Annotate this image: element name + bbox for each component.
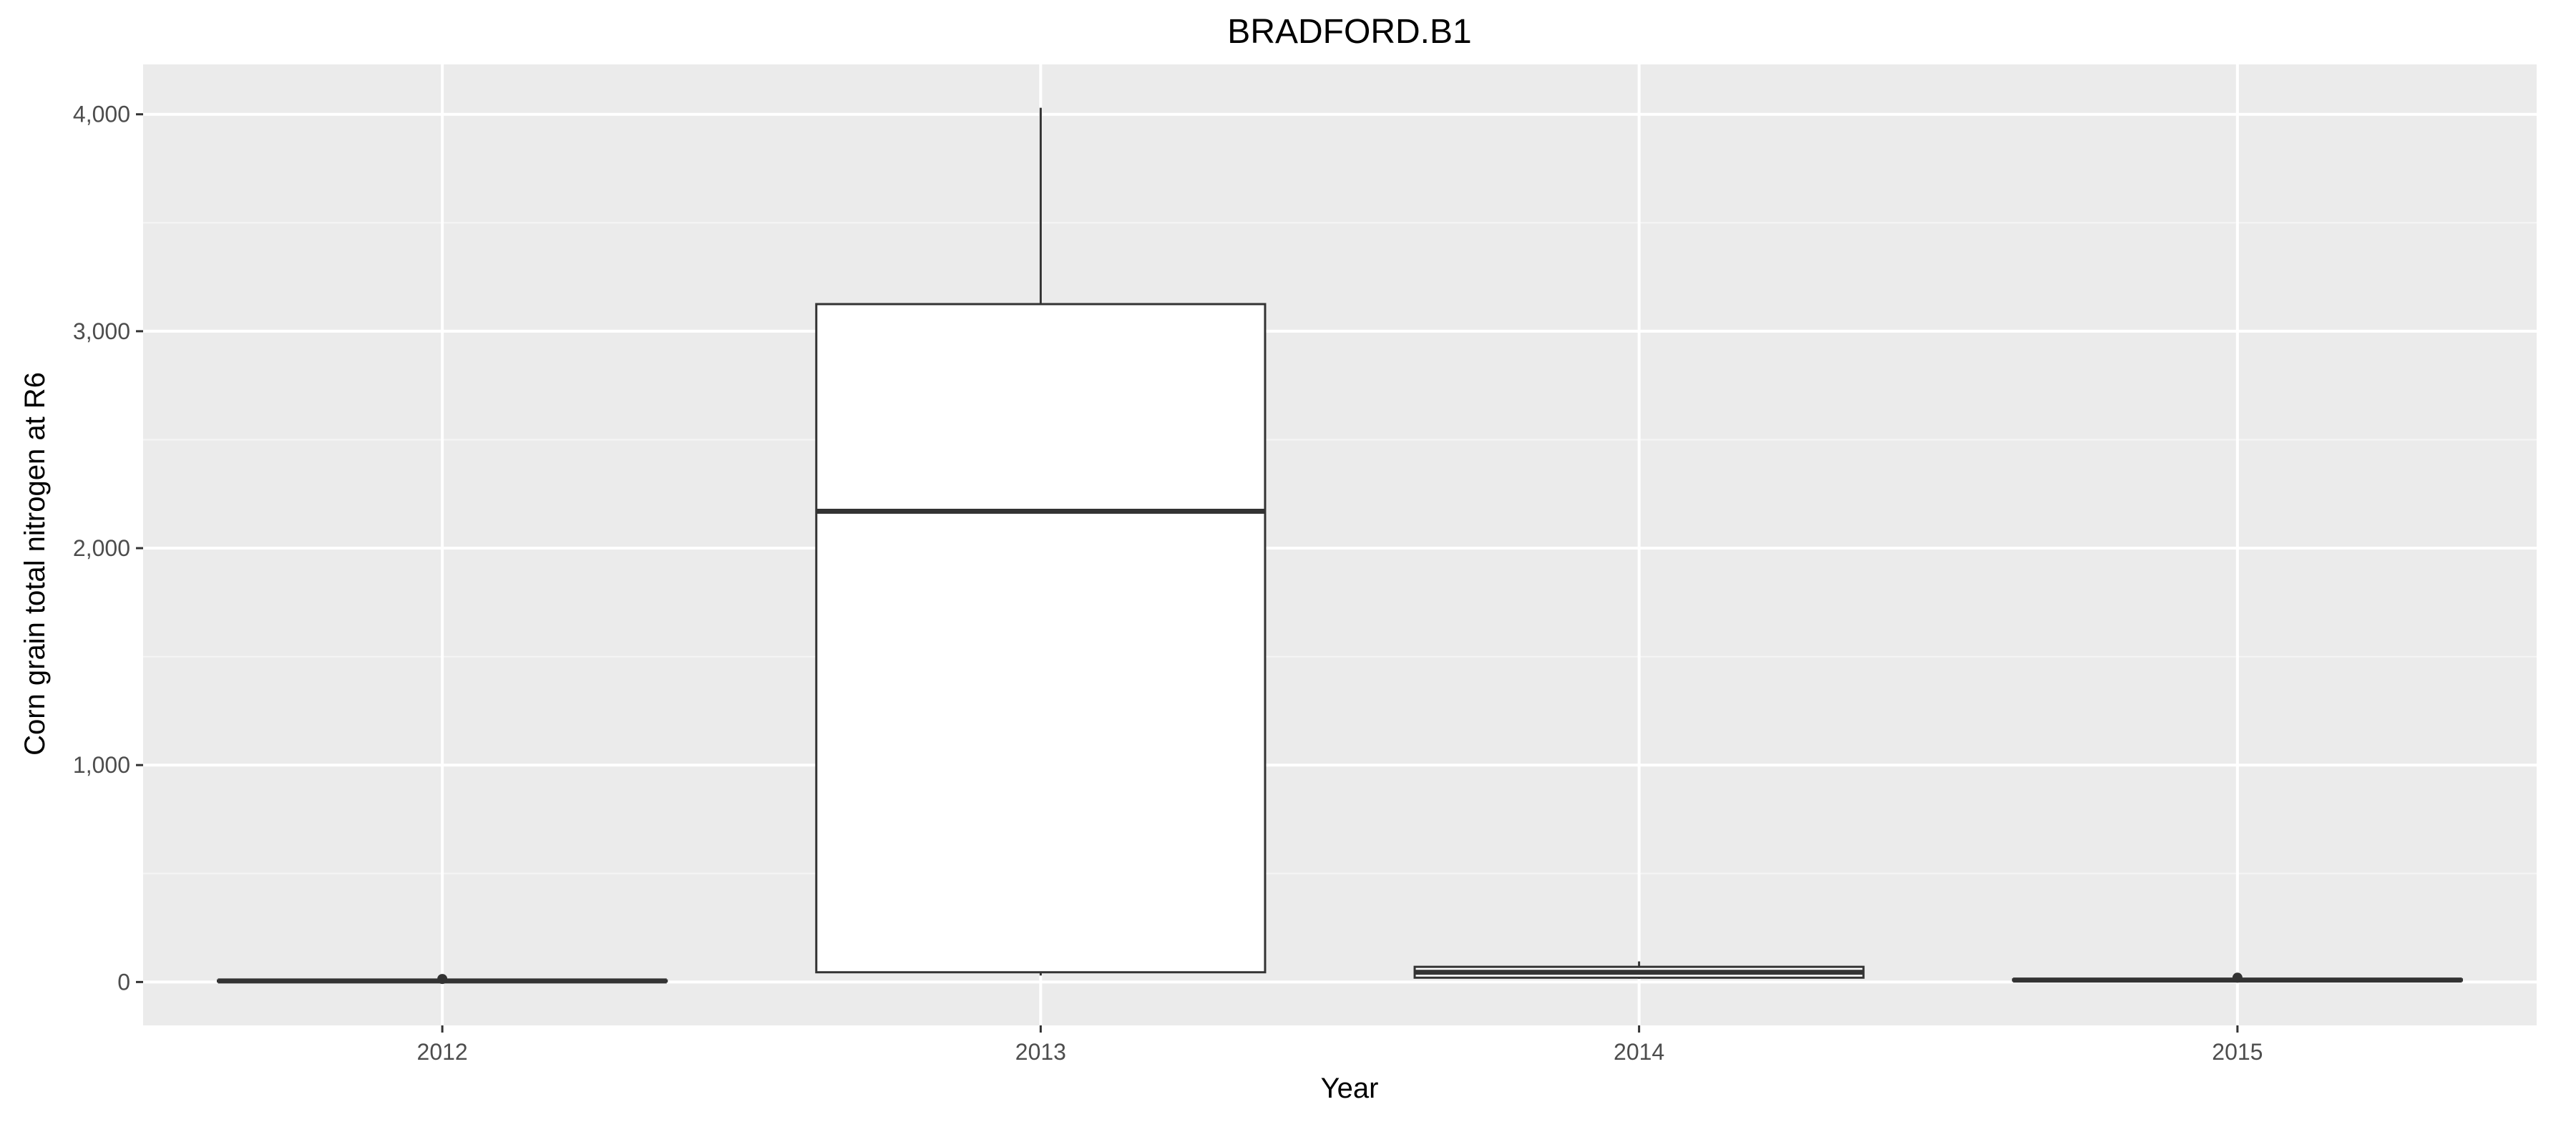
chart-title: BRADFORD.B1 xyxy=(1227,13,1471,51)
y-tick-label: 2,000 xyxy=(73,535,130,561)
x-tick-label: 2014 xyxy=(1614,1039,1664,1065)
box-2012 xyxy=(217,974,668,985)
box-2015 xyxy=(2011,972,2463,983)
box-2013 xyxy=(815,107,1267,976)
outlier-point xyxy=(2232,972,2243,983)
x-tick-label: 2013 xyxy=(1015,1039,1066,1065)
x-tick-label: 2015 xyxy=(2212,1039,2263,1065)
outlier-point xyxy=(437,974,448,985)
panel-background xyxy=(143,64,2537,1025)
x-axis-title: Year xyxy=(1321,1073,1379,1104)
y-tick-label: 3,000 xyxy=(73,318,130,344)
box-iqr xyxy=(815,303,1267,974)
y-tick-label: 0 xyxy=(117,969,130,995)
box-2014 xyxy=(1413,961,1865,979)
y-axis-title: Corn grain total nitrogen at R6 xyxy=(19,372,51,756)
y-tick-label: 1,000 xyxy=(73,752,130,778)
plot-panel: 0 1,000 2,000 3,000 4,000 2012 2013 2014 2015 xyxy=(73,64,2537,1065)
y-tick-label: 4,000 xyxy=(73,102,130,127)
x-tick-label: 2012 xyxy=(417,1039,468,1065)
